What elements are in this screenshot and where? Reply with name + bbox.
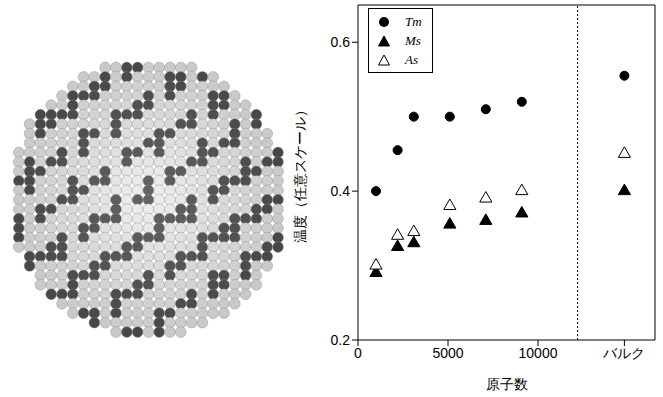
svg-text:温度（任意スケール）: 温度（任意スケール） (292, 103, 308, 243)
svg-text:5000: 5000 (432, 345, 463, 361)
html-text:Tm: Tm (405, 13, 422, 29)
html-text:As: As (405, 51, 418, 67)
svg-text:10000: 10000 (519, 345, 558, 361)
svg-text:バルク: バルク (602, 345, 645, 361)
html-text:Ms: Ms (405, 32, 421, 48)
svg-text:0.2: 0.2 (331, 332, 351, 348)
svg-text:原子数: 原子数 (486, 376, 528, 392)
svg-text:0.6: 0.6 (331, 34, 351, 50)
svg-text:0: 0 (354, 345, 362, 361)
svg-text:0.4: 0.4 (331, 183, 351, 199)
